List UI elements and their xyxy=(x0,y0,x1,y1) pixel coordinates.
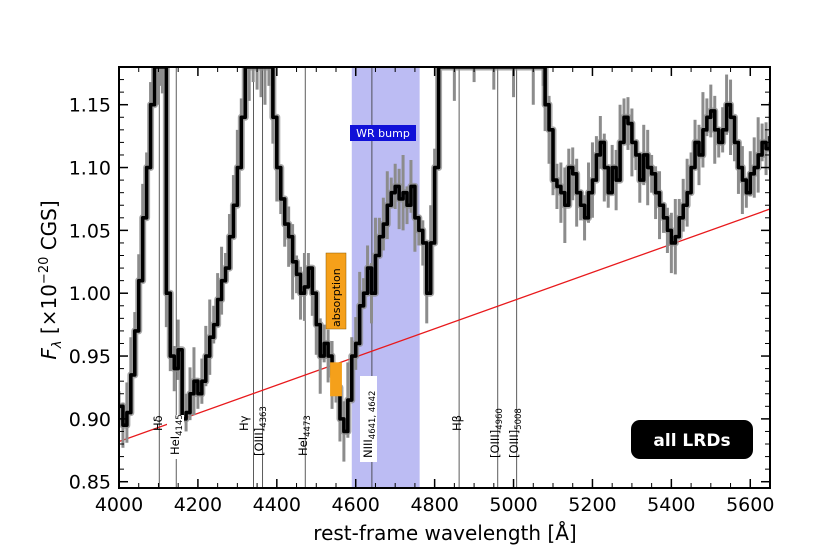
line-label-oiii4960: [OIII]4960 xyxy=(488,408,505,458)
x-tick-label: 5400 xyxy=(647,494,695,516)
x-tick-label: 5200 xyxy=(568,494,616,516)
line-label-hdelta: Hδ xyxy=(151,415,165,431)
line-label-oiii4363: [OIII]4363 xyxy=(252,406,269,456)
absorption-label: absorption xyxy=(330,268,343,327)
x-axis-title: rest-frame wavelength [Å] xyxy=(313,521,576,545)
continuum-fit-line xyxy=(118,208,771,443)
y-tick-label: 0.85 xyxy=(69,472,111,494)
y-axis-title: Fλ [×10−20 CGS] xyxy=(37,200,65,359)
y-tick-label: 1.15 xyxy=(69,95,111,117)
y-tick-label: 1.10 xyxy=(69,158,111,180)
emission-line-labels: Hδ HeI4145 Hγ [OIII]4363 HeI4473 NIII464… xyxy=(151,376,524,462)
x-tick-label: 5000 xyxy=(489,494,537,516)
line-label-hgamma: Hγ xyxy=(237,415,251,431)
y-tick-label: 0.90 xyxy=(69,409,111,431)
line-label-hei4145: HeI4145 xyxy=(168,414,185,455)
y-tick-label: 1.00 xyxy=(69,283,111,305)
x-tick-label: 4800 xyxy=(410,494,458,516)
wr-bump-label: WR bump xyxy=(356,127,410,140)
all-lrds-badge xyxy=(631,420,753,459)
line-label-niii: NIII4641, 4642 xyxy=(361,391,378,458)
line-label-bg xyxy=(360,376,377,462)
x-tick-label: 5600 xyxy=(726,494,774,516)
x-tick-label: 4400 xyxy=(253,494,301,516)
y-tick-label: 0.95 xyxy=(69,346,111,368)
absorption-region xyxy=(330,362,342,397)
line-label-oiii5008: [OIII]5008 xyxy=(507,408,524,458)
line-label-hbeta: Hβ xyxy=(450,415,464,431)
absorption-label-bg xyxy=(325,252,347,330)
plot-frame xyxy=(118,66,771,489)
x-axis-ticks: 4000 4200 4400 4600 4800 5000 5200 5400 5600 xyxy=(95,67,774,516)
x-tick-label: 4200 xyxy=(174,494,222,516)
line-label-hei4473: HeI4473 xyxy=(296,415,313,456)
all-lrds-label: all LRDs xyxy=(653,431,730,451)
x-tick-label: 4000 xyxy=(95,494,143,516)
y-axis-ticks: 0.85 0.90 0.95 1.00 1.05 1.10 1.15 xyxy=(69,79,770,494)
wr-bump-label-bg xyxy=(350,125,416,141)
x-tick-label: 4600 xyxy=(332,494,380,516)
line-label-bg xyxy=(167,415,184,459)
y-tick-label: 1.05 xyxy=(69,220,111,242)
spectrum-line xyxy=(119,67,770,434)
